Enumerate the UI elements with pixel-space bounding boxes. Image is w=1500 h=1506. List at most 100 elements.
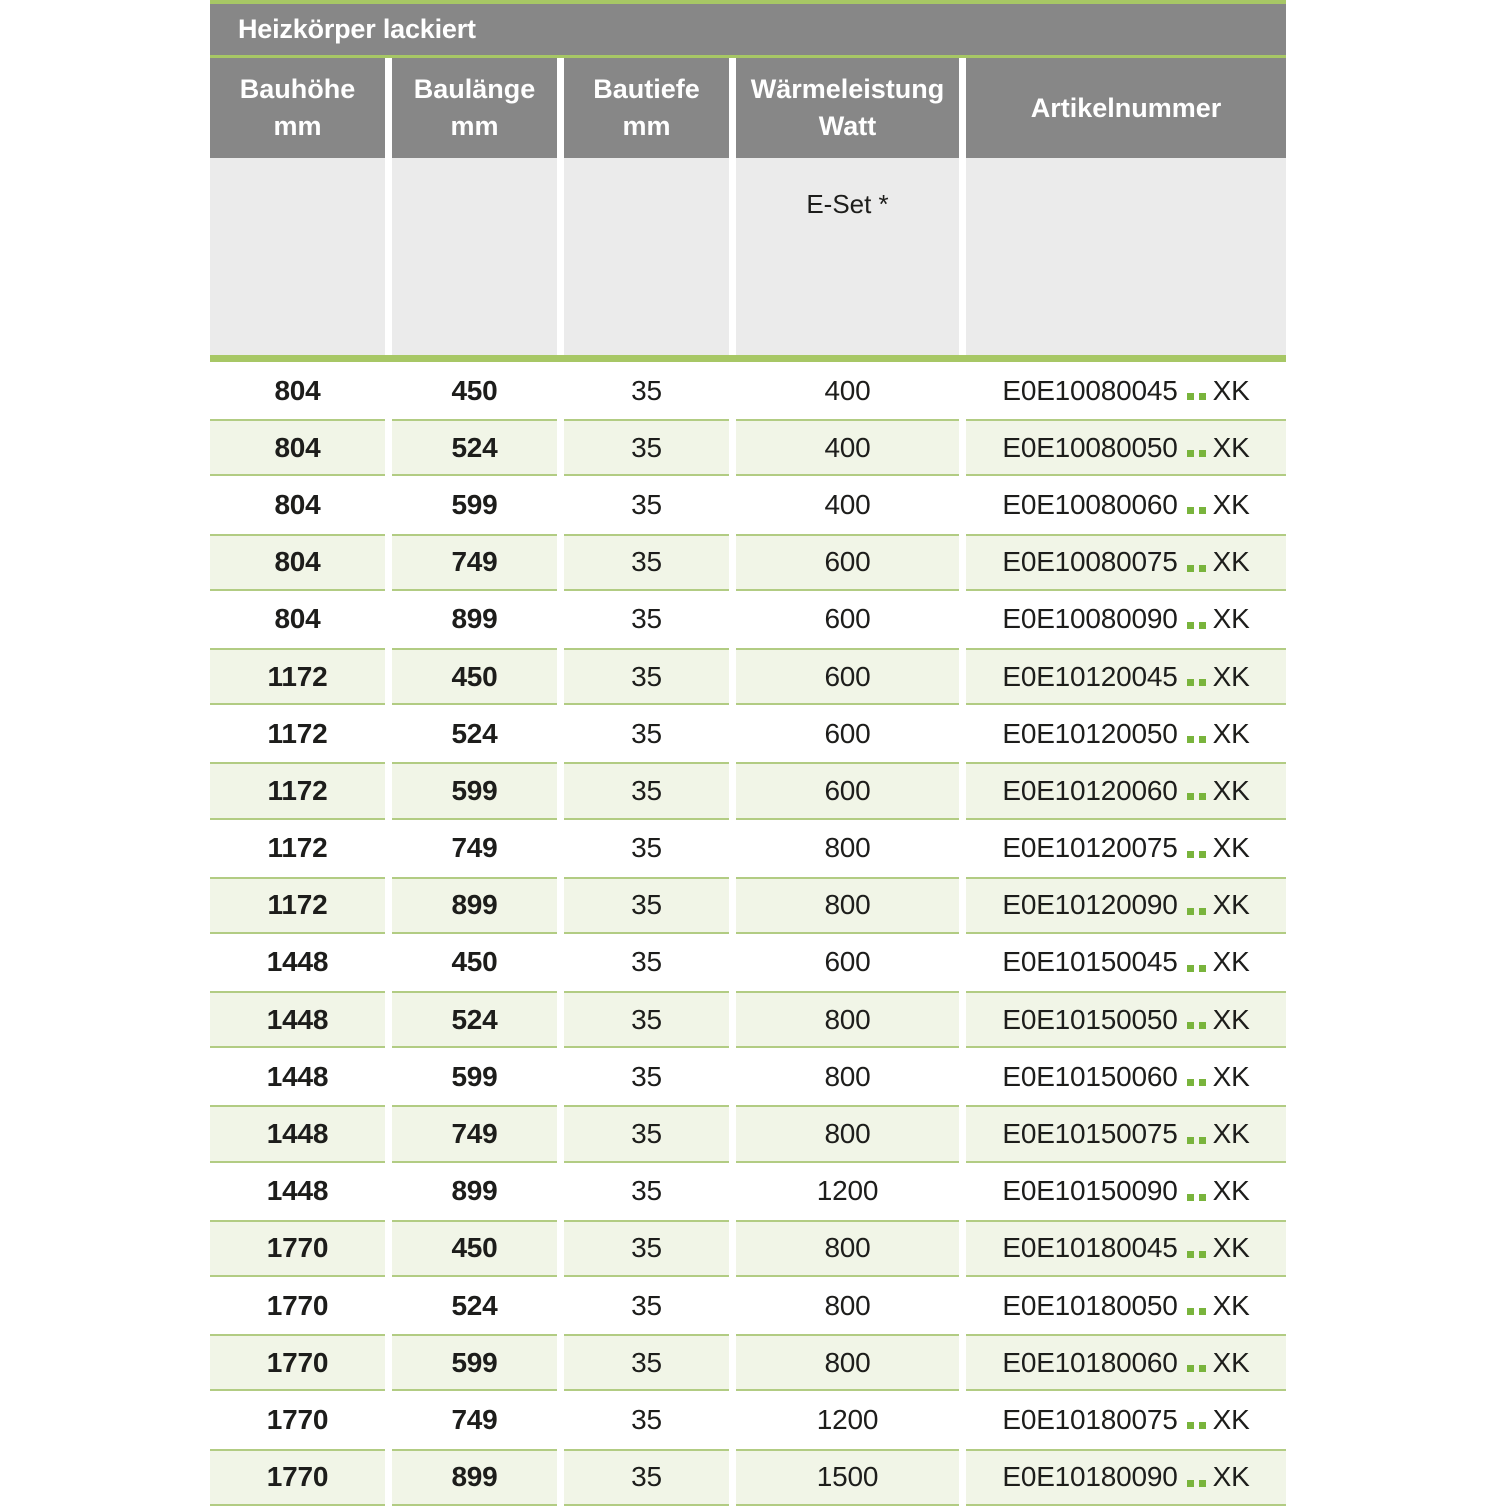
cell-bautiefe: 35 — [564, 533, 729, 591]
artikelnummer-suffix: XK — [1212, 1346, 1250, 1378]
cell-bautiefe: 35 — [631, 946, 662, 978]
cell-bauhoehe: 1172 — [210, 647, 385, 706]
column-header-label: Bautiefe — [593, 74, 700, 104]
column-header-bautiefe: Bautiefe mm — [564, 58, 729, 158]
cell-artikelnummer: E0E10180075 XK — [966, 1391, 1286, 1448]
artikelnummer-prefix: E0E10080060 — [1002, 488, 1178, 520]
table-row: 804 450 35 400 E0E10080045 XK — [210, 362, 1286, 419]
cell-bautiefe: 35 — [564, 991, 729, 1049]
cell-baulaenge: 450 — [392, 1219, 557, 1277]
artikelnummer-suffix: XK — [1212, 1232, 1250, 1264]
column-header-waermeleistung: Wärmeleistung Watt — [736, 58, 959, 158]
cell-artikelnummer: E0E10120075 XK — [966, 820, 1286, 877]
column-header-label: Baulänge — [413, 74, 536, 104]
color-code-dots-icon — [1186, 1479, 1206, 1487]
cell-waermeleistung: 1500 — [736, 1448, 959, 1506]
artikelnummer-prefix: E0E10120045 — [1002, 660, 1178, 692]
table-row: 1448 899 35 1200 E0E10150090 XK — [210, 1163, 1286, 1220]
cell-waermeleistung: 600 — [824, 946, 871, 978]
color-code-dots-icon — [1186, 1193, 1206, 1201]
artikelnummer-prefix: E0E10180060 — [1002, 1346, 1178, 1378]
cell-waermeleistung: 800 — [736, 1105, 959, 1163]
cell-bautiefe: 35 — [631, 488, 662, 520]
subheader-cell-artikelnummer — [966, 158, 1286, 355]
artikelnummer-suffix: XK — [1212, 431, 1250, 463]
cell-baulaenge: 749 — [451, 1403, 498, 1435]
cell-waermeleistung: 800 — [736, 1334, 959, 1392]
artikelnummer-suffix: XK — [1212, 660, 1250, 692]
cell-artikelnummer: E0E10080090 XK — [966, 591, 1286, 648]
column-header-unit: mm — [273, 111, 322, 141]
column-header-baulaenge: Baulänge mm — [392, 58, 557, 158]
table-title-bar: Heizkörper lackiert — [210, 0, 1286, 58]
cell-bauhoehe: 1770 — [266, 1289, 329, 1321]
column-header-unit: mm — [450, 111, 499, 141]
cell-baulaenge: 599 — [392, 1334, 557, 1392]
artikelnummer-suffix: XK — [1212, 832, 1250, 864]
cell-bauhoehe: 1172 — [267, 832, 328, 864]
cell-baulaenge: 899 — [392, 1448, 557, 1506]
artikelnummer-suffix: XK — [1212, 946, 1250, 978]
cell-baulaenge: 599 — [451, 1060, 498, 1092]
cell-bauhoehe: 804 — [274, 488, 321, 520]
color-code-dots-icon — [1186, 679, 1206, 687]
color-code-dots-icon — [1186, 564, 1206, 572]
cell-baulaenge: 899 — [451, 603, 498, 635]
product-spec-table: Heizkörper lackiert Bauhöhe mm Baulänge … — [210, 0, 1286, 1506]
artikelnummer-prefix: E0E10180045 — [1002, 1232, 1178, 1264]
cell-bauhoehe: 804 — [274, 374, 321, 406]
color-code-dots-icon — [1186, 1079, 1206, 1087]
artikelnummer-prefix: E0E10080090 — [1002, 603, 1178, 635]
cell-bauhoehe: 1172 — [210, 762, 385, 820]
artikelnummer-suffix: XK — [1212, 1118, 1250, 1150]
color-code-dots-icon — [1186, 1308, 1206, 1316]
cell-bauhoehe: 804 — [274, 603, 321, 635]
artikelnummer-suffix: XK — [1212, 1461, 1250, 1493]
artikelnummer-prefix: E0E10180090 — [1002, 1461, 1178, 1493]
cell-artikelnummer: E0E10180060 XK — [966, 1334, 1286, 1392]
cell-waermeleistung: 800 — [736, 1219, 959, 1277]
table-row: 804 749 35 600 E0E10080075 XK — [210, 533, 1286, 591]
cell-bauhoehe: 1172 — [210, 876, 385, 934]
cell-baulaenge: 749 — [392, 1105, 557, 1163]
cell-waermeleistung: 800 — [824, 1289, 871, 1321]
color-code-dots-icon — [1186, 450, 1206, 458]
column-header-label: Artikelnummer — [1030, 92, 1222, 123]
cell-bautiefe: 35 — [631, 717, 662, 749]
table-row: 804 599 35 400 E0E10080060 XK — [210, 476, 1286, 533]
artikelnummer-suffix: XK — [1212, 603, 1250, 635]
artikelnummer-prefix: E0E10120075 — [1002, 832, 1178, 864]
artikelnummer-suffix: XK — [1212, 889, 1250, 921]
table-row: 1448 450 35 600 E0E10150045 XK — [210, 934, 1286, 991]
table-title: Heizkörper lackiert — [238, 14, 476, 44]
artikelnummer-prefix: E0E10120090 — [1002, 889, 1178, 921]
cell-artikelnummer: E0E10150050 XK — [966, 991, 1286, 1049]
cell-bautiefe: 35 — [564, 1219, 729, 1277]
cell-bautiefe: 35 — [631, 374, 662, 406]
cell-waermeleistung: 400 — [736, 419, 959, 477]
cell-artikelnummer: E0E10150045 XK — [966, 934, 1286, 991]
cell-artikelnummer: E0E10080060 XK — [966, 476, 1286, 533]
cell-bautiefe: 35 — [564, 419, 729, 477]
cell-artikelnummer: E0E10150060 XK — [966, 1048, 1286, 1105]
cell-waermeleistung: 1200 — [816, 1403, 879, 1435]
cell-bauhoehe: 1448 — [210, 1105, 385, 1163]
cell-baulaenge: 524 — [451, 717, 498, 749]
cell-baulaenge: 524 — [392, 419, 557, 477]
cell-waermeleistung: 400 — [824, 488, 871, 520]
color-code-dots-icon — [1186, 964, 1206, 972]
table-row: 1172 599 35 600 E0E10120060 XK — [210, 762, 1286, 820]
cell-bautiefe: 35 — [631, 603, 662, 635]
eset-label: E-Set * — [806, 189, 889, 219]
artikelnummer-suffix: XK — [1212, 774, 1250, 806]
cell-waermeleistung: 600 — [736, 533, 959, 591]
color-code-dots-icon — [1186, 507, 1206, 515]
artikelnummer-prefix: E0E10180075 — [1002, 1403, 1178, 1435]
cell-bautiefe: 35 — [564, 1448, 729, 1506]
green-separator-line — [210, 355, 1286, 362]
cell-waermeleistung: 600 — [736, 762, 959, 820]
cell-bauhoehe: 1770 — [266, 1403, 329, 1435]
table-row: 1448 524 35 800 E0E10150050 XK — [210, 991, 1286, 1049]
cell-artikelnummer: E0E10150075 XK — [966, 1105, 1286, 1163]
cell-baulaenge: 524 — [451, 1289, 498, 1321]
